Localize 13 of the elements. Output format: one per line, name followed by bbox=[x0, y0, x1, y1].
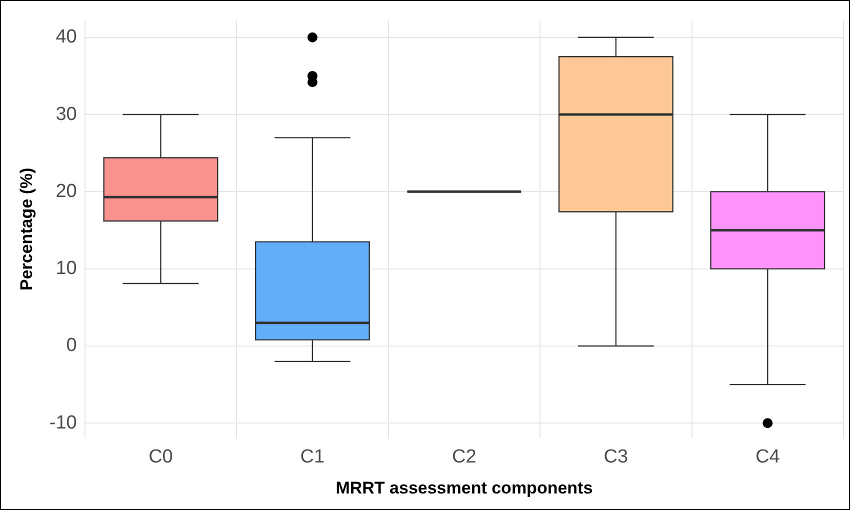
x-tick-label: C1 bbox=[300, 446, 325, 468]
x-axis-title: MRRT assessment components bbox=[336, 478, 593, 498]
x-tick-label: C4 bbox=[755, 446, 780, 468]
y-tick-label: 0 bbox=[66, 335, 77, 356]
y-tick-label: 40 bbox=[56, 26, 77, 48]
x-tick-label: C0 bbox=[148, 446, 173, 468]
y-axis-title: Percentage (%) bbox=[16, 168, 36, 291]
y-tick-label: -10 bbox=[49, 412, 77, 434]
x-tick-label: C3 bbox=[604, 446, 628, 468]
x-tick-label: C2 bbox=[452, 446, 476, 468]
y-tick-label: 20 bbox=[56, 180, 77, 202]
y-tick-label: 10 bbox=[56, 258, 77, 280]
y-tick-label: 30 bbox=[56, 104, 77, 125]
